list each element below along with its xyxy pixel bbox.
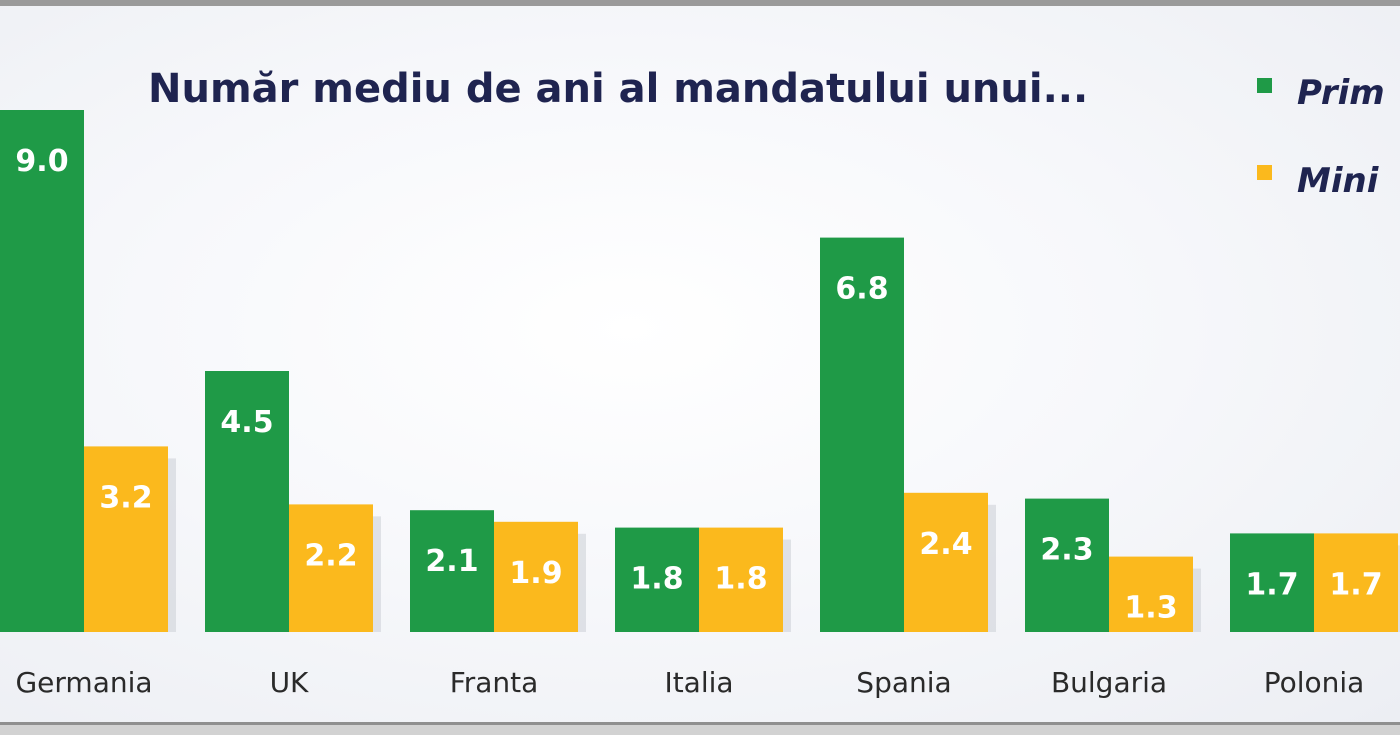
value-label: 6.8 (835, 272, 888, 307)
bar-franta-mini (494, 521, 578, 632)
category-label: UK (270, 666, 309, 699)
value-label: 1.8 (630, 562, 683, 597)
category-label: Germania (15, 666, 152, 699)
legend-swatch-prim (1257, 78, 1272, 93)
legend-label-mini: Mini (1297, 161, 1380, 201)
bar-bulgaria-prim (1025, 498, 1109, 632)
value-label: 2.3 (1040, 533, 1093, 568)
bar-franta-prim (410, 510, 494, 632)
legend: Prim Mini (1257, 73, 1385, 201)
category-label: Bulgaria (1051, 666, 1167, 699)
value-label: 9.0 (15, 144, 68, 179)
bar-group (0, 110, 1398, 632)
category-label: Polonia (1264, 666, 1365, 699)
bar-spania-prim (820, 237, 904, 632)
category-label: Spania (856, 666, 951, 699)
value-label: 2.4 (919, 527, 972, 562)
legend-swatch-mini (1257, 165, 1272, 180)
value-label: 2.1 (425, 544, 478, 579)
value-label: 4.5 (220, 405, 273, 440)
bar-chart: 9.0 3.2 4.5 2.2 2.1 1.9 1.8 1.8 6.8 2.4 2.3 1.3 1.7 1… (0, 66, 1400, 699)
bar-polonia-mini (1314, 533, 1398, 632)
value-label: 2.2 (304, 538, 357, 573)
value-label: 1.7 (1245, 567, 1298, 602)
bar-spania-mini (904, 492, 988, 632)
bar-italia-prim (615, 527, 699, 632)
bar-bulgaria-mini (1109, 556, 1193, 632)
value-label: 3.2 (99, 480, 152, 515)
legend-label-prim: Prim (1297, 73, 1385, 113)
bar-uk-prim (205, 371, 289, 632)
category-label: Franta (450, 666, 539, 699)
bottom-strip (0, 725, 1400, 735)
value-label: 1.7 (1329, 567, 1382, 602)
bar-germania-prim (0, 110, 84, 632)
value-label-group: 9.0 3.2 4.5 2.2 2.1 1.9 1.8 1.8 6.8 2.4 2.3 1.3 1.7 1… (15, 144, 1382, 626)
bar-uk-mini (289, 504, 373, 632)
value-label: 1.9 (509, 556, 562, 591)
category-label: Italia (664, 666, 733, 699)
value-label: 1.3 (1124, 591, 1177, 626)
bar-germania-mini (84, 446, 168, 632)
chart-title: Număr mediu de ani al mandatului unui... (148, 66, 1088, 112)
value-label: 1.8 (714, 562, 767, 597)
chart-panel: 9.0 3.2 4.5 2.2 2.1 1.9 1.8 1.8 6.8 2.4 2.3 1.3 1.7 1… (0, 6, 1400, 725)
bar-polonia-prim (1230, 533, 1314, 632)
category-label-group: Germania UK Franta Italia Spania Bulgaria Polo… (15, 666, 1364, 699)
bar-italia-mini (699, 527, 783, 632)
